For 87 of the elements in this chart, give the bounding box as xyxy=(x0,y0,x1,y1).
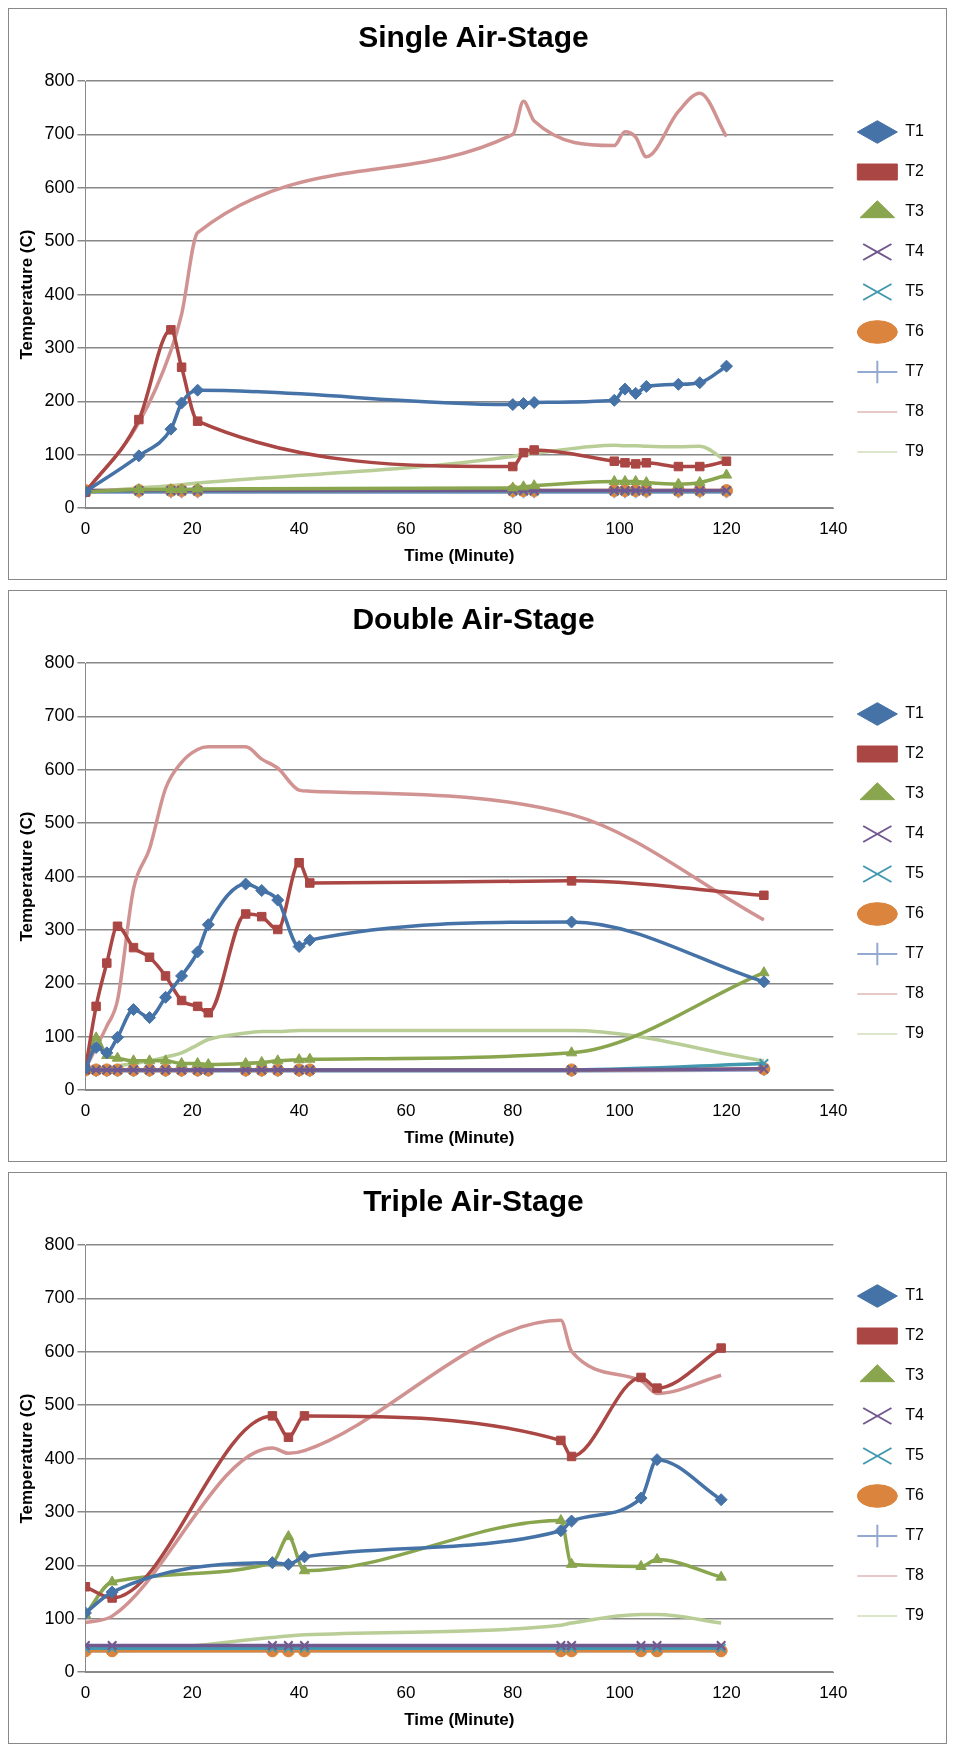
legend-label: T6 xyxy=(905,1486,925,1504)
legend-label: T7 xyxy=(905,1526,925,1544)
legend-label: T7 xyxy=(905,362,925,380)
x-tick-label: 20 xyxy=(182,1101,202,1121)
x-tick-label: 40 xyxy=(289,1683,309,1703)
legend-label: T9 xyxy=(905,1024,925,1042)
x-tick-label: 40 xyxy=(289,519,309,539)
y-tick-label: 700 xyxy=(44,1287,75,1308)
y-tick-label: 400 xyxy=(44,865,75,886)
y-axis-title: Temperature (C) xyxy=(16,229,36,360)
legend-label: T3 xyxy=(905,784,925,802)
legend-label: T2 xyxy=(905,744,925,762)
legend-label: T6 xyxy=(905,904,925,922)
legend-label: T9 xyxy=(905,442,925,460)
chart-title: Triple Air-Stage xyxy=(363,1184,584,1218)
y-tick-label: 500 xyxy=(44,1394,75,1415)
y-tick-label: 800 xyxy=(44,1233,75,1254)
x-tick-label: 140 xyxy=(819,1683,848,1703)
legend-label: T3 xyxy=(905,1366,925,1384)
legend-label: T2 xyxy=(905,162,925,180)
legend-label: T4 xyxy=(905,1406,925,1424)
legend-label: T1 xyxy=(905,122,925,140)
y-tick-label: 600 xyxy=(44,176,75,197)
x-tick-label: 80 xyxy=(503,519,523,539)
y-tick-label: 500 xyxy=(44,230,75,251)
y-tick-label: 400 xyxy=(44,1447,75,1468)
legend-label: T8 xyxy=(905,984,925,1002)
y-tick-label: 600 xyxy=(44,1340,75,1361)
y-tick-label: 100 xyxy=(44,1607,75,1628)
x-tick-label: 120 xyxy=(712,1101,741,1121)
x-tick-label: 80 xyxy=(503,1101,523,1121)
x-tick-label: 0 xyxy=(80,1683,91,1703)
legend-label: T2 xyxy=(905,1326,925,1344)
y-tick-label: 800 xyxy=(44,69,75,90)
legend-label: T8 xyxy=(905,402,925,420)
x-tick-label: 20 xyxy=(182,1683,202,1703)
y-tick-label: 100 xyxy=(44,1025,75,1046)
chart-title: Single Air-Stage xyxy=(358,20,589,54)
y-tick-label: 800 xyxy=(44,651,75,672)
x-tick-label: 100 xyxy=(605,519,634,539)
y-tick-label: 600 xyxy=(44,758,75,779)
x-tick-label: 60 xyxy=(396,1101,416,1121)
x-tick-label: 0 xyxy=(80,519,91,539)
legend-label: T9 xyxy=(905,1606,925,1624)
x-tick-label: 60 xyxy=(396,1683,416,1703)
y-tick-label: 200 xyxy=(44,972,75,993)
y-tick-label: 300 xyxy=(44,918,75,939)
y-tick-label: 200 xyxy=(44,1554,75,1575)
y-tick-label: 700 xyxy=(44,123,75,144)
y-tick-label: 100 xyxy=(44,443,75,464)
y-axis-title: Temperature (C) xyxy=(16,1393,36,1524)
x-axis-title: Time (Minute) xyxy=(404,1128,515,1148)
legend-label: T3 xyxy=(905,202,925,220)
y-tick-label: 0 xyxy=(64,497,75,518)
x-tick-label: 120 xyxy=(712,519,741,539)
y-tick-label: 300 xyxy=(44,336,75,357)
legend-label: T5 xyxy=(905,282,925,300)
legend-label: T1 xyxy=(905,1286,925,1304)
y-axis-title: Temperature (C) xyxy=(16,811,36,942)
x-tick-label: 40 xyxy=(289,1101,309,1121)
legend-label: T5 xyxy=(905,864,925,882)
x-tick-label: 120 xyxy=(712,1683,741,1703)
x-axis-title: Time (Minute) xyxy=(404,1710,515,1730)
legend-label: T4 xyxy=(905,242,925,260)
legend-label: T6 xyxy=(905,322,925,340)
y-tick-label: 200 xyxy=(44,390,75,411)
y-tick-label: 500 xyxy=(44,812,75,833)
legend-label: T8 xyxy=(905,1566,925,1584)
y-tick-label: 300 xyxy=(44,1500,75,1521)
x-tick-label: 0 xyxy=(80,1101,91,1121)
x-tick-label: 60 xyxy=(396,519,416,539)
x-tick-label: 100 xyxy=(605,1683,634,1703)
legend-label: T1 xyxy=(905,704,925,722)
chart-title: Double Air-Stage xyxy=(352,602,595,636)
legend-label: T7 xyxy=(905,944,925,962)
x-tick-label: 80 xyxy=(503,1683,523,1703)
x-axis-title: Time (Minute) xyxy=(404,546,515,566)
x-tick-label: 140 xyxy=(819,519,848,539)
y-tick-label: 700 xyxy=(44,705,75,726)
y-tick-label: 400 xyxy=(44,283,75,304)
x-tick-label: 140 xyxy=(819,1101,848,1121)
legend-label: T5 xyxy=(905,1446,925,1464)
y-tick-label: 0 xyxy=(64,1079,75,1100)
y-tick-label: 0 xyxy=(64,1661,75,1682)
x-tick-label: 20 xyxy=(182,519,202,539)
legend-label: T4 xyxy=(905,824,925,842)
x-tick-label: 100 xyxy=(605,1101,634,1121)
